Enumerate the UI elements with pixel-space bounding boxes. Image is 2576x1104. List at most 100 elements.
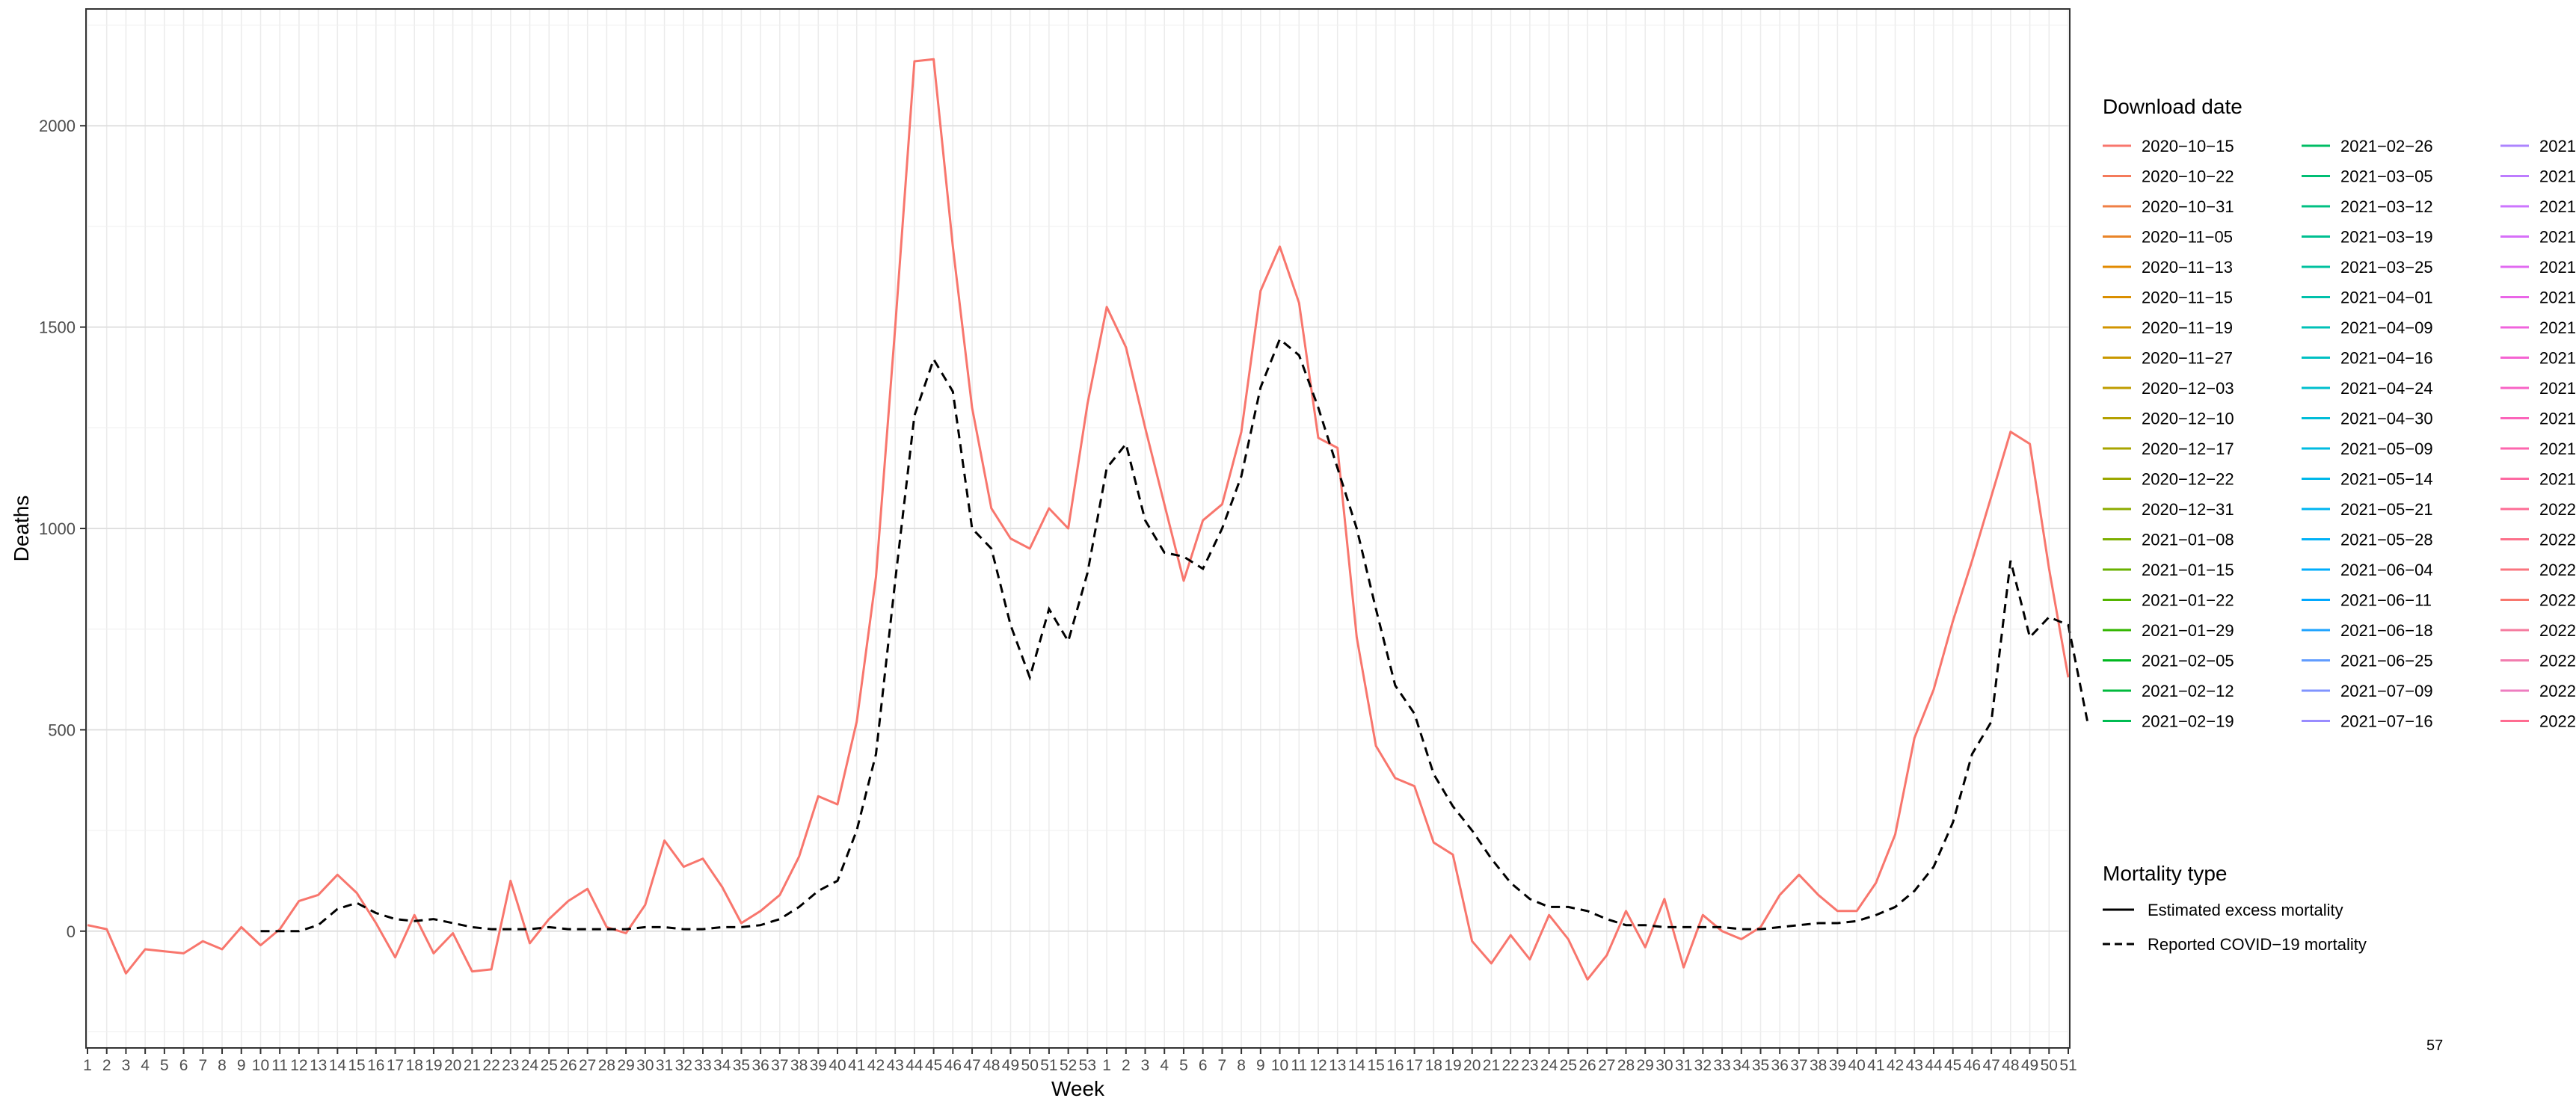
x-tick-label: 16 [1386, 1057, 1404, 1074]
legend-download-date-label: 2021−04−24 [2340, 379, 2433, 398]
x-tick-label: 13 [310, 1057, 327, 1074]
legend-download-date-label: 2021−05−09 [2340, 440, 2433, 458]
x-tick-label: 38 [790, 1057, 808, 1074]
x-tick-label: 40 [829, 1057, 846, 1074]
legend-download-date-label: 2021−12−13 [2539, 440, 2576, 458]
x-tick-label: 48 [2002, 1057, 2019, 1074]
x-tick-label: 45 [1944, 1057, 1961, 1074]
legend-download-date-label: 2022−02−14 [2539, 712, 2576, 731]
x-tick-label: 32 [675, 1057, 692, 1074]
x-tick-label: 37 [1790, 1057, 1807, 1074]
x-tick-label: 3 [122, 1057, 131, 1074]
x-tick-label: 10 [1271, 1057, 1288, 1074]
x-tick-label: 48 [983, 1057, 1000, 1074]
x-tick-label: 27 [1598, 1057, 1615, 1074]
x-tick-label: 2 [1122, 1057, 1131, 1074]
legend-download-date-label: 2021−07−19 [2539, 137, 2576, 155]
x-tick-label: 49 [1002, 1057, 1019, 1074]
x-tick-label: 1 [83, 1057, 92, 1074]
x-tick-label: 43 [1906, 1057, 1923, 1074]
legend-download-date-label: 2020−10−15 [2142, 137, 2234, 155]
x-tick-label: 30 [636, 1057, 654, 1074]
x-tick-label: 47 [963, 1057, 980, 1074]
legend-mortality-type-label: Estimated excess mortality [2148, 901, 2343, 919]
x-tick-label: 39 [1829, 1057, 1846, 1074]
x-tick-label: 38 [1810, 1057, 1827, 1074]
x-tick-label: 49 [2021, 1057, 2038, 1074]
x-tick-label: 5 [1179, 1057, 1188, 1074]
x-tick-label: 53 [1079, 1057, 1096, 1074]
y-axis-label: Deaths [10, 496, 33, 562]
legend-download-date-label: 2021−03−25 [2340, 258, 2433, 277]
legend-download-date-label: 2021−04−30 [2340, 410, 2433, 428]
x-tick-label: 11 [1291, 1057, 1307, 1074]
x-tick-label: 20 [444, 1057, 461, 1074]
x-tick-label: 43 [886, 1057, 903, 1074]
legend-download-date-label: 2021−08−03 [2539, 167, 2576, 186]
x-tick-label: 44 [1925, 1057, 1943, 1074]
x-tick-label: 11 [271, 1057, 288, 1074]
legend-download-date-label: 2020−11−27 [2142, 349, 2233, 368]
legend-download-date-label: 2022−01−03 [2539, 500, 2576, 519]
legend-download-date-label: 2022−01−31 [2539, 652, 2576, 670]
x-tick-label: 21 [464, 1057, 481, 1074]
x-tick-label: 33 [694, 1057, 711, 1074]
legend-download-date-label: 2021−03−19 [2340, 228, 2433, 247]
x-tick-label: 26 [1579, 1057, 1596, 1074]
legend-download-date-label: 2022−01−17 [2539, 591, 2576, 610]
legend-download-date-label: 2020−12−17 [2142, 440, 2234, 458]
x-tick-label: 41 [1867, 1057, 1884, 1074]
x-tick-label: 34 [1733, 1057, 1750, 1074]
legend-download-date-label: 2021−07−09 [2340, 682, 2433, 700]
y-tick-label: 2000 [39, 117, 76, 135]
legend-download-date-label: 2021−06−25 [2340, 652, 2433, 670]
x-tick-label: 24 [1540, 1057, 1558, 1074]
x-tick-label: 8 [218, 1057, 227, 1074]
legend-download-date-label: 2021−06−18 [2340, 621, 2433, 640]
x-tick-label: 46 [944, 1057, 962, 1074]
x-tick-label: 47 [1982, 1057, 1999, 1074]
x-tick-label: 37 [771, 1057, 788, 1074]
legend-download-date-label: 2022−01−06 [2539, 531, 2576, 549]
x-tick-label: 12 [290, 1057, 307, 1074]
legend-download-date-label: 2020−11−19 [2142, 318, 2233, 337]
legend-download-date-label: 2020−12−22 [2142, 470, 2234, 489]
legend: Download date 2020−10−152020−10−222020−1… [2103, 95, 2576, 954]
x-tick-label: 9 [1256, 1057, 1265, 1074]
x-tick-label: 36 [751, 1057, 769, 1074]
legend-download-date-label: 2021−04−16 [2340, 349, 2433, 368]
legend-download-date-label: 2020−10−31 [2142, 197, 2234, 216]
legend-title-download-date: Download date [2103, 95, 2243, 118]
legend-download-date-label: 2021−05−21 [2340, 500, 2433, 519]
legend-download-date-label: 2022−01−24 [2539, 621, 2576, 640]
x-tick-label: 42 [867, 1057, 885, 1074]
x-tick-label: 4 [141, 1057, 150, 1074]
legend-download-date-label: 2021−05−28 [2340, 531, 2433, 549]
x-tick-label: 31 [656, 1057, 673, 1074]
x-tick-label: 9 [237, 1057, 246, 1074]
x-tick-label: 50 [2041, 1057, 2058, 1074]
x-tick-label: 7 [198, 1057, 207, 1074]
legend-download-date-label: 2021−02−05 [2142, 652, 2234, 670]
x-tick-label: 34 [713, 1057, 731, 1074]
x-tick-label: 18 [406, 1057, 423, 1074]
x-tick-label: 19 [1444, 1057, 1461, 1074]
page-number-note: 57 [2426, 1037, 2443, 1054]
x-tick-label: 28 [1617, 1057, 1635, 1074]
x-tick-label: 24 [521, 1057, 539, 1074]
x-tick-label: 30 [1656, 1057, 1673, 1074]
series-lines [87, 58, 2089, 981]
legend-download-date-label: 2022−02−07 [2539, 682, 2576, 700]
y-tick-label: 1500 [39, 318, 76, 337]
x-tick-label: 28 [598, 1057, 615, 1074]
legend-download-date-label: 2021−02−19 [2142, 712, 2234, 731]
x-tick-label: 15 [348, 1057, 365, 1074]
x-tick-label: 16 [367, 1057, 384, 1074]
legend-download-date-label: 2021−12−22 [2539, 470, 2576, 489]
legend-download-date-label: 2021−04−09 [2340, 318, 2433, 337]
series-line-reported-covid-mortality [260, 337, 2089, 933]
y-tick-label: 0 [67, 922, 76, 941]
legend-download-date-label: 2021−02−12 [2142, 682, 2234, 700]
x-axis-label: Week [1051, 1077, 1105, 1100]
